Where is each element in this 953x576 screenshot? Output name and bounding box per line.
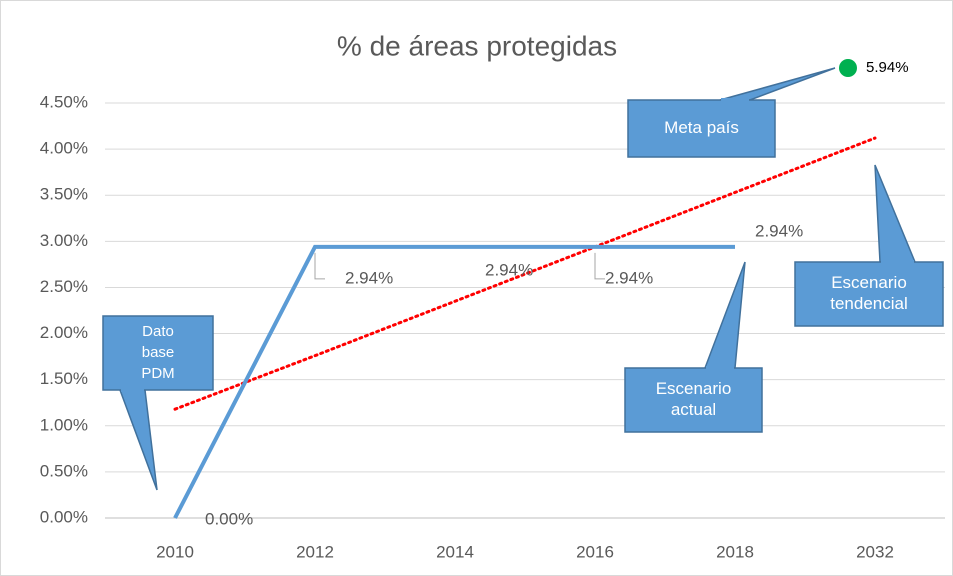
series-line [173,244,735,519]
callout-text: Escenario [656,379,732,398]
x-tick-label: 2014 [436,542,474,561]
callout-box [624,367,763,433]
callout-seam [881,260,914,264]
x-tick-label: 2032 [856,542,894,561]
callout-text: actual [671,400,716,419]
y-tick-label: 1.50% [40,369,88,388]
x-tick-label: 2010 [156,542,194,561]
callout-text: Escenario [831,273,907,292]
callout-box [794,261,944,327]
callout-text: tendencial [830,294,908,313]
callout-text: Dato [142,323,174,340]
y-tick-label: 0.50% [40,461,88,480]
label-leader [314,252,325,280]
callout-text: Meta país [664,118,739,137]
x-tick-label: 2012 [296,542,334,561]
data-label: 2.94% [485,260,533,279]
y-tick-label: 2.00% [40,323,88,342]
data-label: 2.94% [605,268,653,287]
label-leader [594,252,605,280]
callout-text: base [142,344,175,361]
y-tick-label: 3.00% [40,231,88,250]
callout-box [102,315,214,391]
callout-seam [706,366,734,370]
callouts: Dato base PDM Meta país Escenario actual Escen… [102,67,944,491]
callout-seam [721,98,749,102]
y-tick-label: 4.00% [40,139,88,158]
data-label: 0.00% [205,509,253,528]
y-tick-label: 1.00% [40,415,88,434]
y-tick-label: 4.50% [40,92,88,111]
y-tick-label: 3.50% [40,185,88,204]
goal-marker [839,59,857,77]
goal-label: 5.94% [866,59,909,76]
y-tick-label: 0.00% [40,507,88,526]
data-label: 2.94% [345,268,393,287]
x-tick-label: 2018 [716,542,754,561]
y-tick-label: 2.50% [40,277,88,296]
callout-box [627,99,776,158]
trendline [173,136,877,411]
callout-text: PDM [141,365,174,382]
data-label: 2.94% [755,221,803,240]
chart-title: % de áreas protegidas [337,30,617,61]
callout-seam [121,388,144,392]
x-tick-label: 2016 [576,542,614,561]
